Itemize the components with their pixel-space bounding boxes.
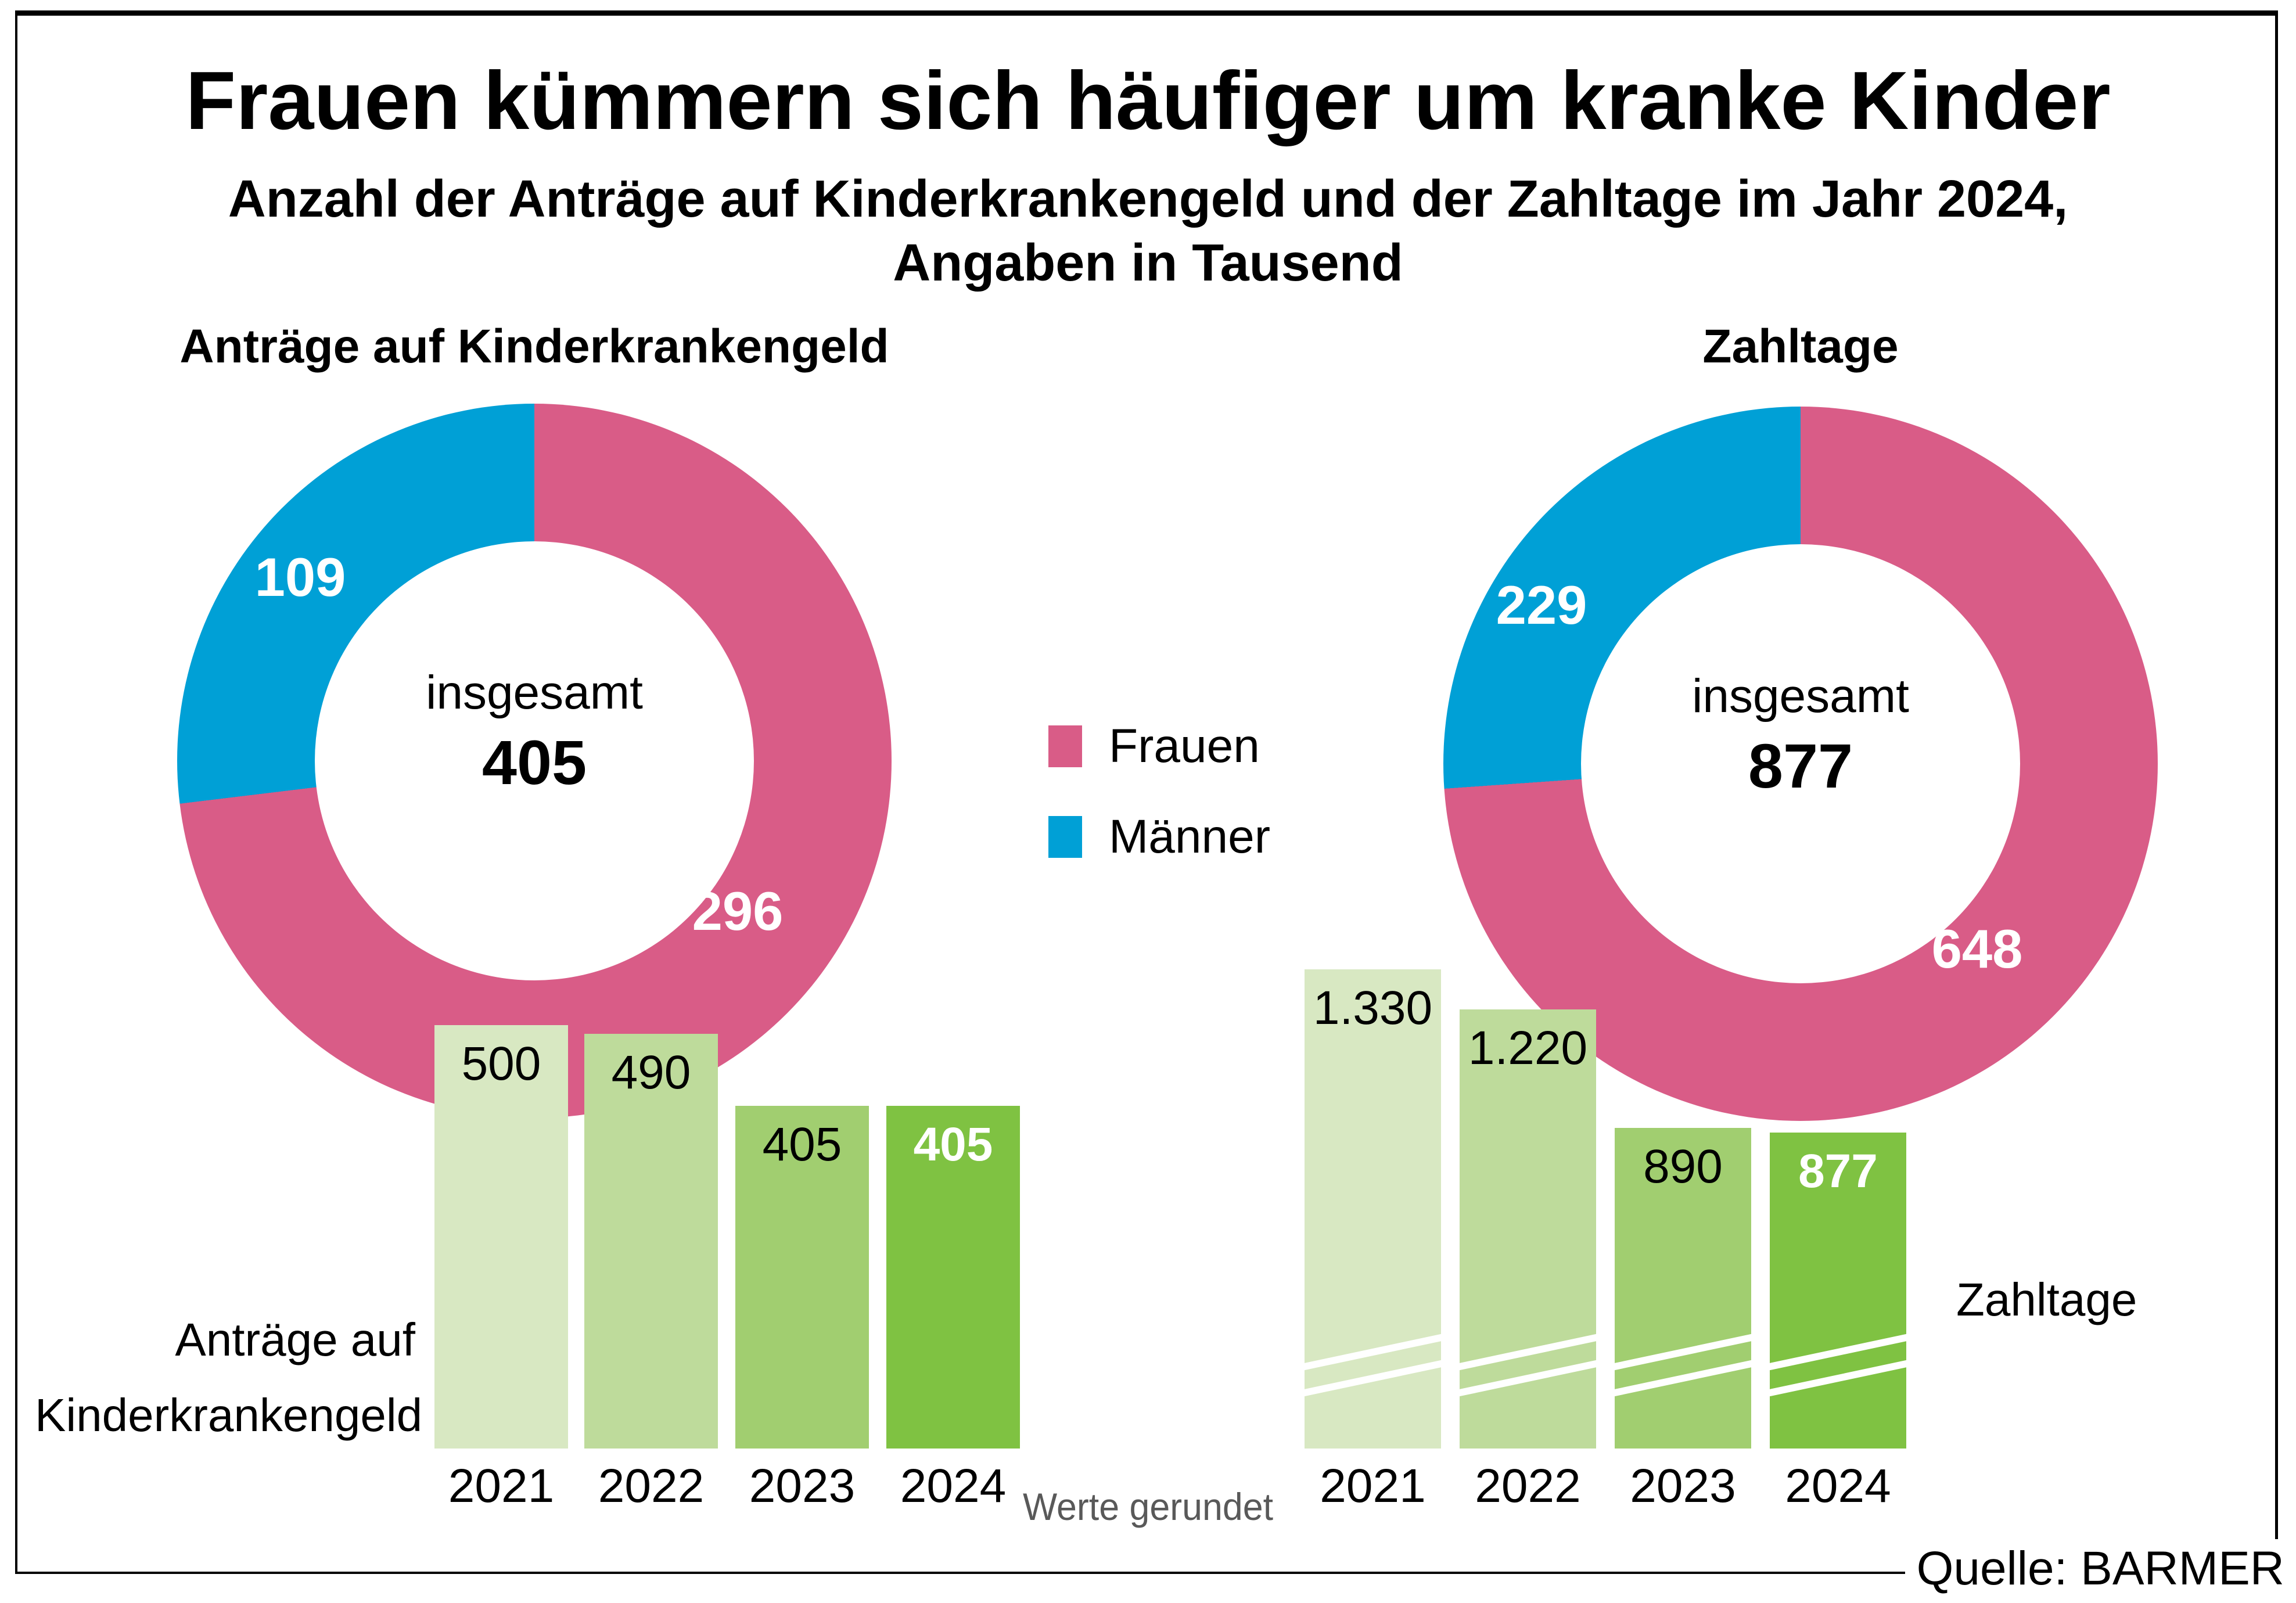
year-label: 2021 bbox=[1320, 1460, 1426, 1512]
main-title: Frauen kümmern sich häufiger um kranke K… bbox=[185, 55, 2111, 147]
year-label: 2023 bbox=[749, 1460, 856, 1512]
bar-value-label: 1.330 bbox=[1313, 982, 1433, 1034]
rounding-note: Werte gerundet bbox=[1022, 1485, 1274, 1528]
year-label: 2024 bbox=[900, 1460, 1007, 1512]
donut-antraege-center: insgesamt 405 bbox=[360, 666, 709, 799]
year-label: 2022 bbox=[598, 1460, 705, 1512]
bar-chart-zahltage-label: Zahltage bbox=[1956, 1274, 2137, 1325]
legend-item-maenner: Männer bbox=[1048, 810, 1270, 863]
legend-label-maenner: Männer bbox=[1109, 810, 1271, 863]
frauen-color-swatch bbox=[1048, 725, 1082, 767]
bar-antr-ge-auf-kinderkrankengeld-2023: 405 bbox=[735, 1106, 869, 1449]
donut-antraege-maenner-value: 109 bbox=[254, 547, 346, 608]
donut-antraege-total: 405 bbox=[482, 727, 587, 797]
maenner-color-swatch bbox=[1048, 816, 1082, 858]
donut-antraege-center-label: insgesamt bbox=[426, 666, 643, 719]
donut-zahltage-total: 877 bbox=[1748, 731, 1853, 801]
subtitle: Anzahl der Anträge auf Kinderkrankengeld… bbox=[0, 167, 2296, 295]
bar-value-label: 1.220 bbox=[1468, 1022, 1588, 1074]
subtitle-line2: Angaben in Tausend bbox=[893, 234, 1403, 292]
year-label: 2021 bbox=[448, 1460, 555, 1512]
legend: Frauen Männer bbox=[1048, 720, 1270, 906]
bar-antr-ge-auf-kinderkrankengeld-2021: 500 bbox=[434, 1025, 568, 1449]
donut-zahltage-center: insgesamt 877 bbox=[1626, 669, 1975, 802]
bar-zahltage-2022: 1.220 bbox=[1460, 1009, 1596, 1449]
bar-value-label: 890 bbox=[1643, 1140, 1723, 1193]
year-label: 2022 bbox=[1475, 1460, 1581, 1512]
bar-zahltage-2023: 890 bbox=[1615, 1128, 1751, 1449]
bar-chart-antraege-label: Anträge auf Kinderkrankengeld bbox=[35, 1314, 423, 1441]
donut-zahltage bbox=[1443, 407, 2158, 1121]
bar-zahltage-2024: 877 bbox=[1770, 1133, 1906, 1449]
donut-antraege-frauen-value: 296 bbox=[692, 880, 784, 941]
bar-value-label: 405 bbox=[762, 1118, 842, 1171]
source-credit: Quelle: BARMER bbox=[1905, 1539, 2287, 1603]
legend-label-frauen: Frauen bbox=[1109, 720, 1260, 772]
bar-value-label: 405 bbox=[913, 1118, 993, 1171]
bar-value-label: 500 bbox=[461, 1037, 541, 1090]
heading-zahltage: Zahltage bbox=[1702, 320, 1899, 373]
heading-antraege: Anträge auf Kinderkrankengeld bbox=[179, 320, 889, 373]
year-label: 2024 bbox=[1785, 1460, 1891, 1512]
bar-antr-ge-auf-kinderkrankengeld-2022: 490 bbox=[584, 1034, 718, 1449]
bar-zahltage-2021: 1.330 bbox=[1305, 969, 1441, 1449]
bar-antr-ge-auf-kinderkrankengeld-2024: 405 bbox=[886, 1106, 1020, 1449]
bar-value-label: 877 bbox=[1798, 1145, 1878, 1198]
donut-zahltage-frauen-value: 648 bbox=[1931, 918, 2023, 979]
chart-border-frame bbox=[15, 10, 2278, 1574]
bar-value-label: 490 bbox=[611, 1046, 691, 1099]
year-label: 2023 bbox=[1630, 1460, 1736, 1512]
donut-zahltage-center-label: insgesamt bbox=[1692, 670, 1909, 723]
donut-zahltage-maenner-value: 229 bbox=[1496, 574, 1587, 635]
subtitle-line1: Anzahl der Anträge auf Kinderkrankengeld… bbox=[228, 170, 2068, 228]
donut-antraege bbox=[177, 404, 892, 1118]
legend-item-frauen: Frauen bbox=[1048, 720, 1270, 772]
